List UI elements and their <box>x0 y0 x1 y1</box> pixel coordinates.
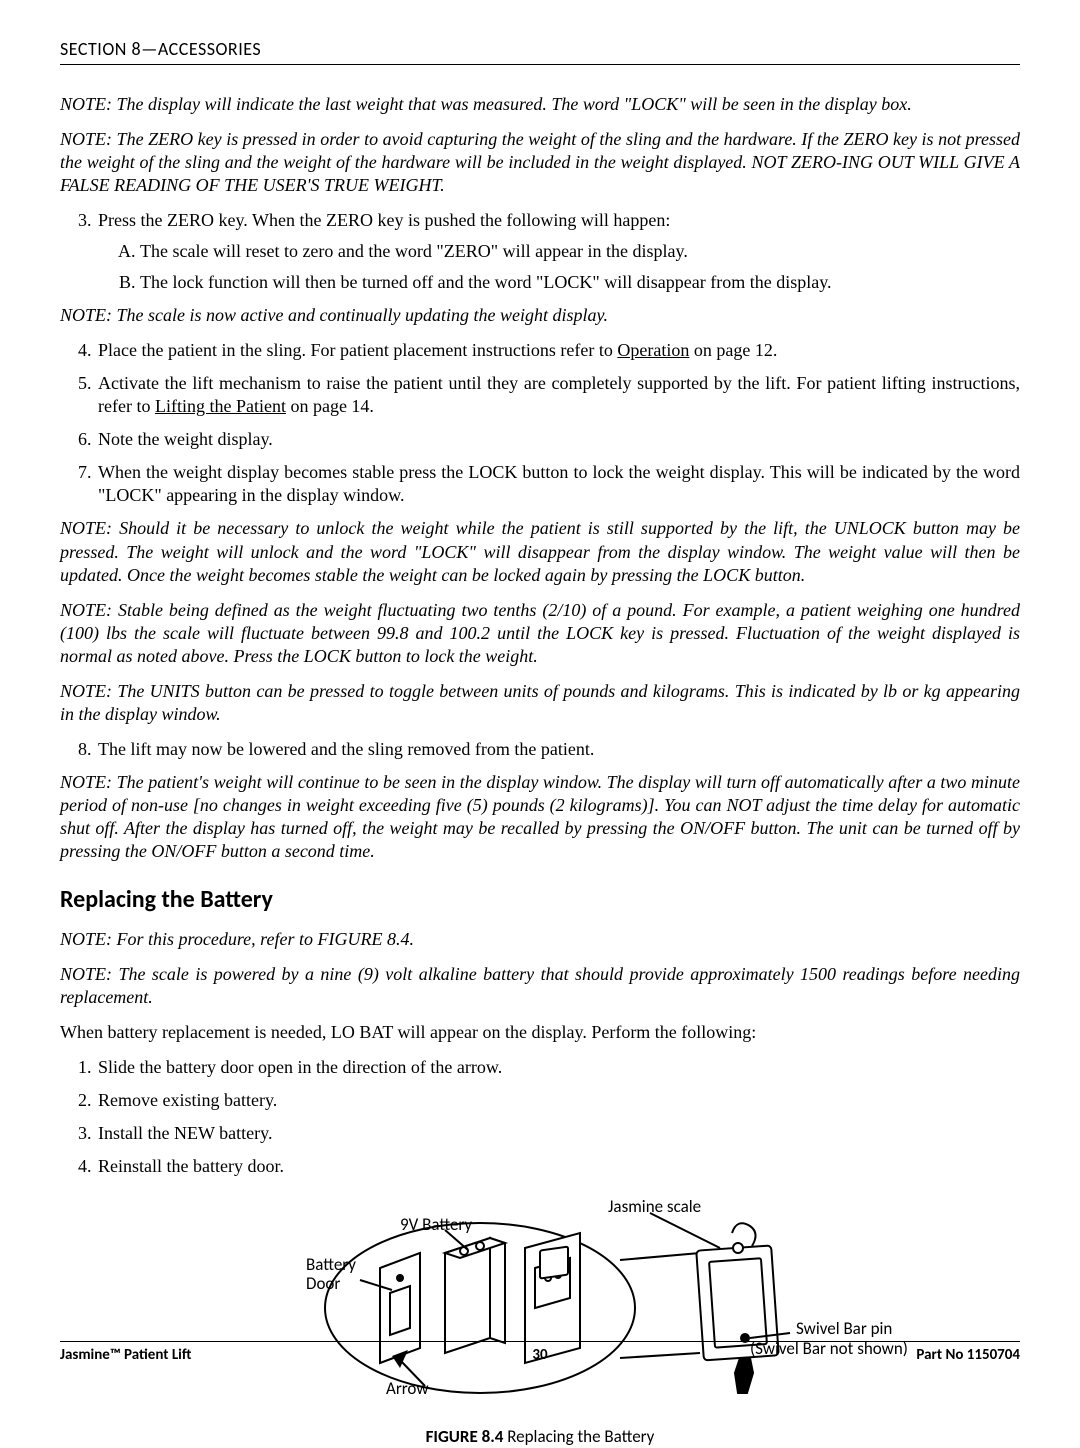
link-operation: Operation <box>617 340 689 360</box>
note-battery-power: NOTE: The scale is powered by a nine (9)… <box>60 963 1020 1009</box>
note-scale-active: NOTE: The scale is now active and contin… <box>60 304 1020 327</box>
figure-caption-num: FIGURE 8.4 <box>426 1426 504 1447</box>
step-3a: The scale will reset to zero and the wor… <box>140 240 1020 263</box>
heading-replacing-battery: Replacing the Battery <box>60 885 1020 916</box>
step-5: Activate the lift mechanism to raise the… <box>96 372 1020 418</box>
footer-page: 30 <box>532 1346 547 1365</box>
footer-left: Jasmine™ Patient Lift <box>60 1346 191 1365</box>
note-unlock: NOTE: Should it be necessary to unlock t… <box>60 517 1020 586</box>
note-units: NOTE: The UNITS button can be pressed to… <box>60 680 1020 726</box>
label-swivel-pin: Swivel Bar pin <box>796 1318 892 1340</box>
figure-caption: FIGURE 8.4 Replacing the Battery <box>60 1426 1020 1448</box>
label-9v-battery: 9V Battery <box>400 1214 472 1236</box>
link-lifting-patient: Lifting the Patient <box>155 396 286 416</box>
note-refer-figure: NOTE: For this procedure, refer to FIGUR… <box>60 928 1020 951</box>
section-header: SECTION 8—ACCESSORIES <box>60 38 1020 65</box>
figure-caption-text: Replacing the Battery <box>503 1426 654 1447</box>
label-jasmine-scale: Jasmine scale <box>608 1196 701 1218</box>
step-7: When the weight display becomes stable p… <box>96 461 1020 507</box>
note-zero-key: NOTE: The ZERO key is pressed in order t… <box>60 128 1020 197</box>
figure-svg <box>60 1198 1020 1408</box>
note-last-weight: NOTE: The display will indicate the last… <box>60 93 1020 116</box>
step-4-text-a: Place the patient in the sling. For pati… <box>98 340 617 360</box>
figure-8-4: Jasmine scale 9V Battery Battery Door Ar… <box>60 1198 1020 1418</box>
battery-step-2: Remove existing battery. <box>96 1089 1020 1112</box>
label-arrow: Arrow <box>386 1378 428 1400</box>
step-3b: The lock function will then be turned of… <box>140 271 1020 294</box>
step-4: Place the patient in the sling. For pati… <box>96 339 1020 362</box>
step-3-text: Press the ZERO key. When the ZERO key is… <box>98 210 670 230</box>
step-8: The lift may now be lowered and the slin… <box>96 738 1020 761</box>
note-stable: NOTE: Stable being defined as the weight… <box>60 599 1020 668</box>
battery-step-4: Reinstall the battery door. <box>96 1155 1020 1178</box>
step-3: Press the ZERO key. When the ZERO key is… <box>96 209 1020 294</box>
battery-step-3: Install the NEW battery. <box>96 1122 1020 1145</box>
step-6: Note the weight display. <box>96 428 1020 451</box>
battery-intro: When battery replacement is needed, LO B… <box>60 1021 1020 1044</box>
step-5-text-b: on page 14. <box>286 396 374 416</box>
battery-step-1: Slide the battery door open in the direc… <box>96 1056 1020 1079</box>
page-footer: Jasmine™ Patient Lift 30 Part No 1150704 <box>60 1341 1020 1365</box>
note-auto-off: NOTE: The patient's weight will continue… <box>60 771 1020 863</box>
step-4-text-b: on page 12. <box>689 340 777 360</box>
label-door: Door <box>306 1273 340 1295</box>
footer-right: Part No 1150704 <box>916 1346 1020 1365</box>
